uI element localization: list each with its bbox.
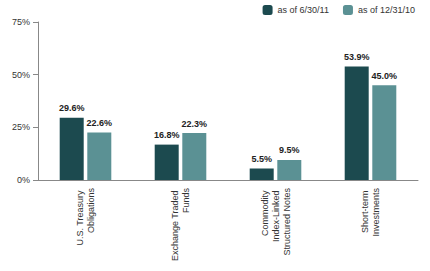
- svg-text:25%: 25%: [12, 122, 30, 132]
- svg-text:U.S. Treasury: U.S. Treasury: [75, 188, 85, 246]
- svg-text:0%: 0%: [17, 175, 30, 185]
- svg-text:as of 12/31/10: as of 12/31/10: [358, 5, 415, 15]
- svg-text:Structured Notes: Structured Notes: [282, 188, 292, 256]
- svg-text:Investments: Investments: [371, 188, 381, 237]
- svg-text:53.9%: 53.9%: [344, 52, 370, 62]
- svg-text:Funds: Funds: [181, 188, 191, 214]
- svg-text:16.8%: 16.8%: [154, 130, 180, 140]
- svg-text:5.5%: 5.5%: [251, 154, 272, 164]
- svg-text:Short-term: Short-term: [360, 188, 370, 233]
- svg-text:Commodity: Commodity: [260, 188, 270, 236]
- svg-text:22.6%: 22.6%: [87, 118, 113, 128]
- svg-text:Index-Linked: Index-Linked: [271, 188, 281, 242]
- svg-text:9.5%: 9.5%: [279, 145, 300, 155]
- svg-text:75%: 75%: [12, 17, 30, 27]
- svg-text:Exchange Traded: Exchange Traded: [170, 188, 180, 261]
- svg-text:45.0%: 45.0%: [372, 71, 398, 81]
- svg-text:as of 6/30/11: as of 6/30/11: [278, 5, 329, 15]
- svg-text:50%: 50%: [12, 70, 30, 80]
- svg-text:Obligations: Obligations: [86, 188, 96, 234]
- svg-text:22.3%: 22.3%: [182, 119, 208, 129]
- svg-text:29.6%: 29.6%: [59, 103, 85, 113]
